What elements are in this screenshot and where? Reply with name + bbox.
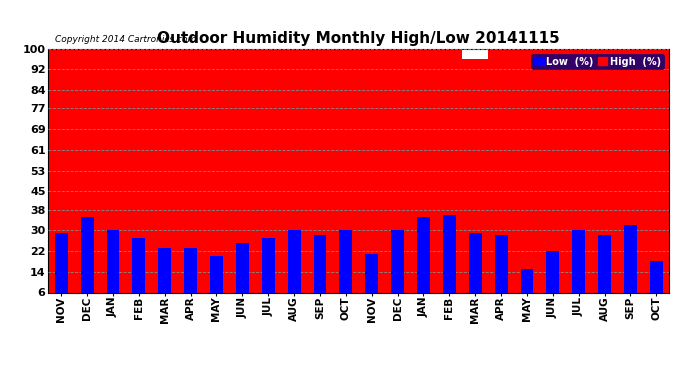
Bar [643, 49, 669, 292]
Bar [210, 256, 223, 292]
Bar [307, 49, 333, 292]
Bar [489, 49, 514, 292]
Bar [359, 49, 385, 292]
Bar [462, 59, 489, 292]
Bar [650, 261, 663, 292]
Bar [443, 215, 456, 292]
Bar [339, 230, 353, 292]
Bar [75, 49, 100, 292]
Bar [132, 238, 146, 292]
Bar [624, 225, 637, 292]
Bar [495, 236, 508, 292]
Bar [55, 233, 68, 292]
Bar [262, 238, 275, 292]
Bar [81, 217, 94, 292]
Bar [411, 49, 437, 292]
Bar [100, 49, 126, 292]
Bar [333, 49, 359, 292]
Title: Outdoor Humidity Monthly High/Low 20141115: Outdoor Humidity Monthly High/Low 201411… [157, 31, 560, 46]
Bar [152, 49, 178, 292]
Bar [385, 49, 411, 292]
Bar [618, 49, 643, 292]
Bar [313, 236, 326, 292]
Bar [598, 236, 611, 292]
Bar [365, 254, 378, 292]
Bar [158, 248, 171, 292]
Text: Copyright 2014 Cartronics.com: Copyright 2014 Cartronics.com [55, 35, 196, 44]
Bar [288, 230, 301, 292]
Bar [178, 49, 204, 292]
Bar [229, 49, 255, 292]
Bar [417, 217, 430, 292]
Bar [540, 49, 566, 292]
Bar [520, 269, 533, 292]
Bar [236, 243, 249, 292]
Bar [437, 49, 462, 292]
Bar [514, 49, 540, 292]
Legend: Low  (%), High  (%): Low (%), High (%) [531, 54, 664, 69]
Bar [546, 251, 560, 292]
Bar [106, 230, 119, 292]
Bar [184, 248, 197, 292]
Bar [48, 49, 75, 292]
Bar [591, 49, 618, 292]
Bar [391, 230, 404, 292]
Bar [572, 230, 585, 292]
Bar [204, 49, 229, 292]
Bar [126, 49, 152, 292]
Bar [566, 49, 591, 292]
Bar [255, 49, 282, 292]
Bar [469, 233, 482, 292]
Bar [282, 49, 307, 292]
